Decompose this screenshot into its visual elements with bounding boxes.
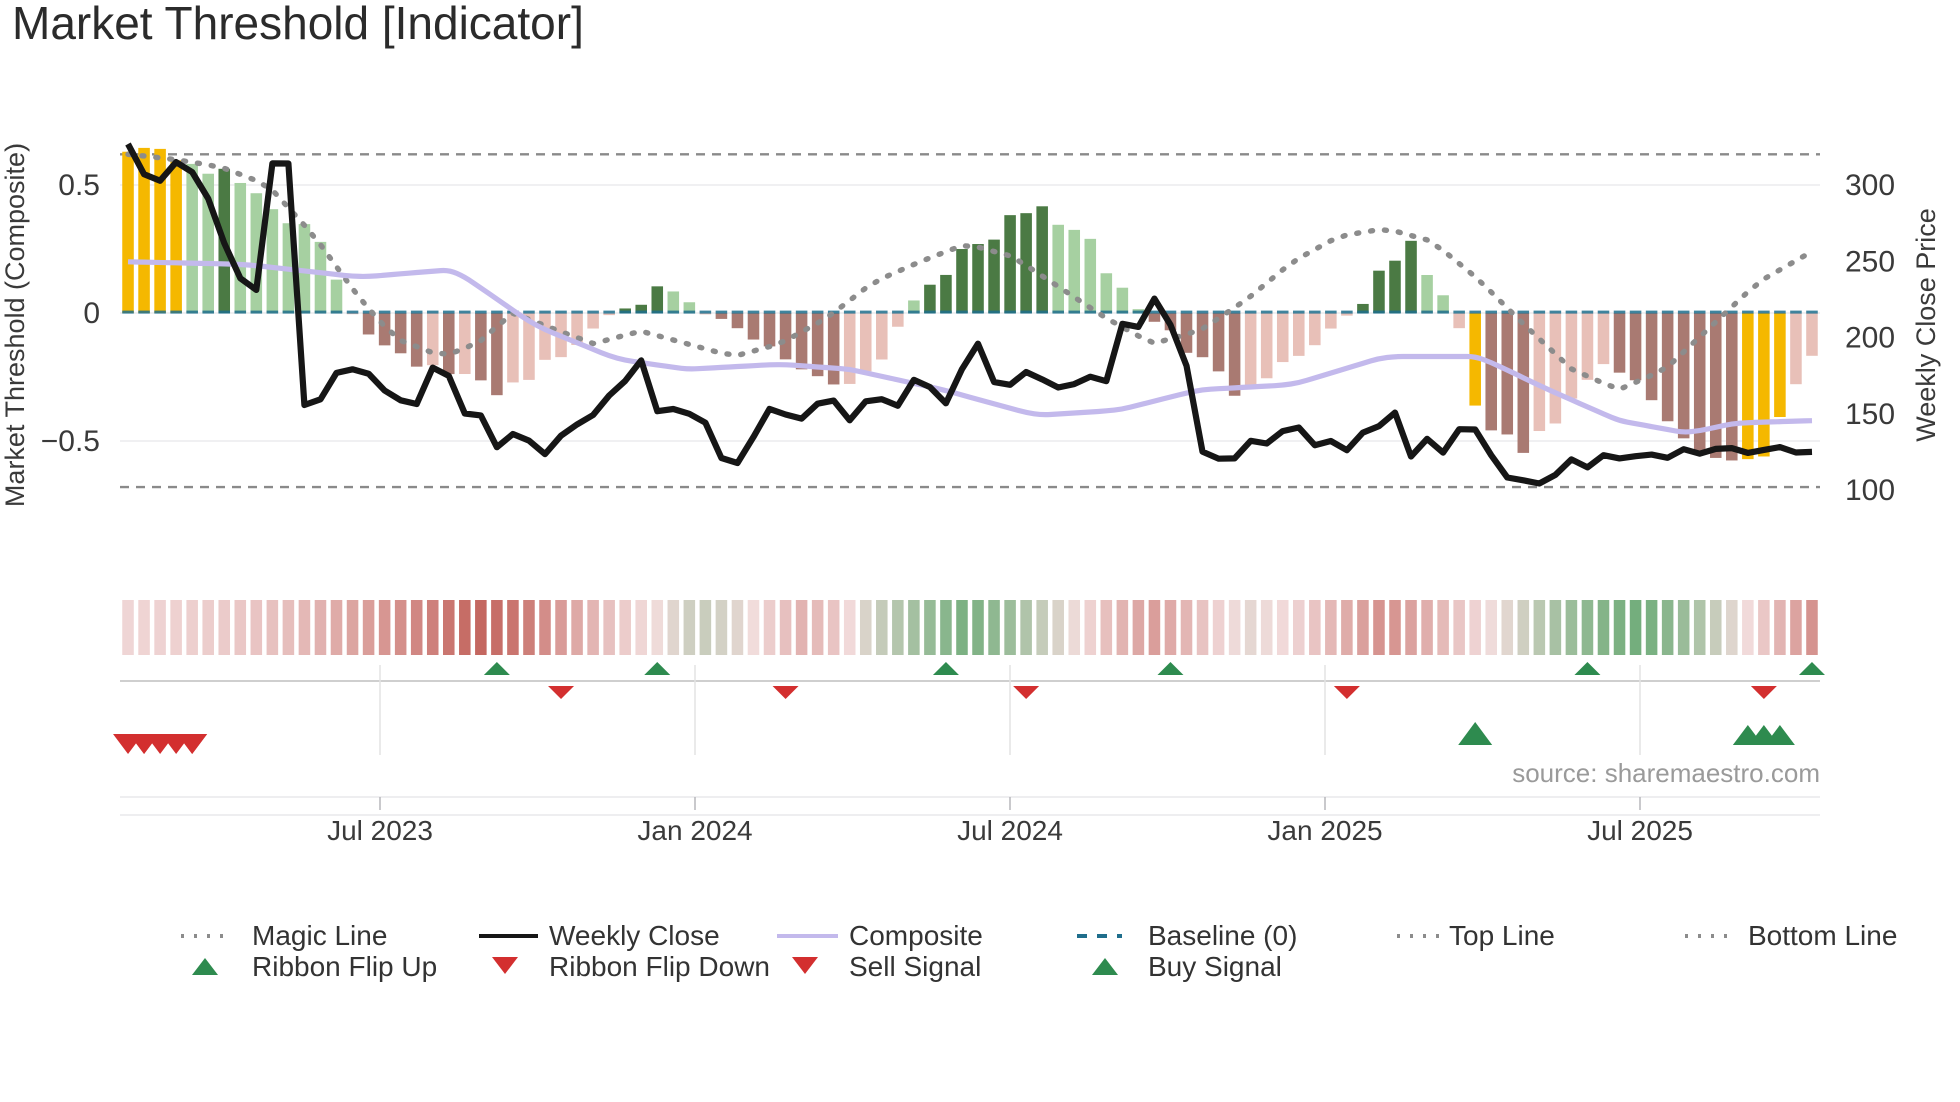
svg-text:100: 100	[1845, 474, 1895, 507]
svg-text:Jul 2024: Jul 2024	[957, 815, 1063, 846]
svg-text:Baseline (0): Baseline (0)	[1148, 920, 1297, 951]
svg-text:150: 150	[1845, 398, 1895, 431]
svg-text:Composite: Composite	[849, 920, 983, 951]
svg-text:Sell Signal: Sell Signal	[849, 951, 981, 982]
svg-text:Weekly Close Price: Weekly Close Price	[1911, 208, 1941, 442]
svg-text:Jul 2023: Jul 2023	[327, 815, 433, 846]
svg-text:Jan 2024: Jan 2024	[637, 815, 752, 846]
svg-text:Ribbon Flip Down: Ribbon Flip Down	[549, 951, 770, 982]
svg-text:0: 0	[83, 297, 100, 330]
svg-text:−0.5: −0.5	[41, 425, 100, 458]
svg-text:Top Line: Top Line	[1449, 920, 1555, 951]
svg-text:300: 300	[1845, 169, 1895, 202]
svg-text:Buy Signal: Buy Signal	[1148, 951, 1282, 982]
svg-text:0.5: 0.5	[58, 169, 100, 202]
svg-text:source: sharemaestro.com: source: sharemaestro.com	[1512, 758, 1820, 788]
svg-text:Ribbon Flip Up: Ribbon Flip Up	[252, 951, 437, 982]
svg-text:Weekly Close: Weekly Close	[549, 920, 720, 951]
svg-text:Bottom Line: Bottom Line	[1748, 920, 1897, 951]
svg-text:Market Threshold (Composite): Market Threshold (Composite)	[0, 143, 30, 507]
svg-text:200: 200	[1845, 322, 1895, 355]
svg-text:Jan 2025: Jan 2025	[1267, 815, 1382, 846]
svg-text:250: 250	[1845, 245, 1895, 278]
svg-text:Magic Line: Magic Line	[252, 920, 387, 951]
svg-text:Jul 2025: Jul 2025	[1587, 815, 1693, 846]
